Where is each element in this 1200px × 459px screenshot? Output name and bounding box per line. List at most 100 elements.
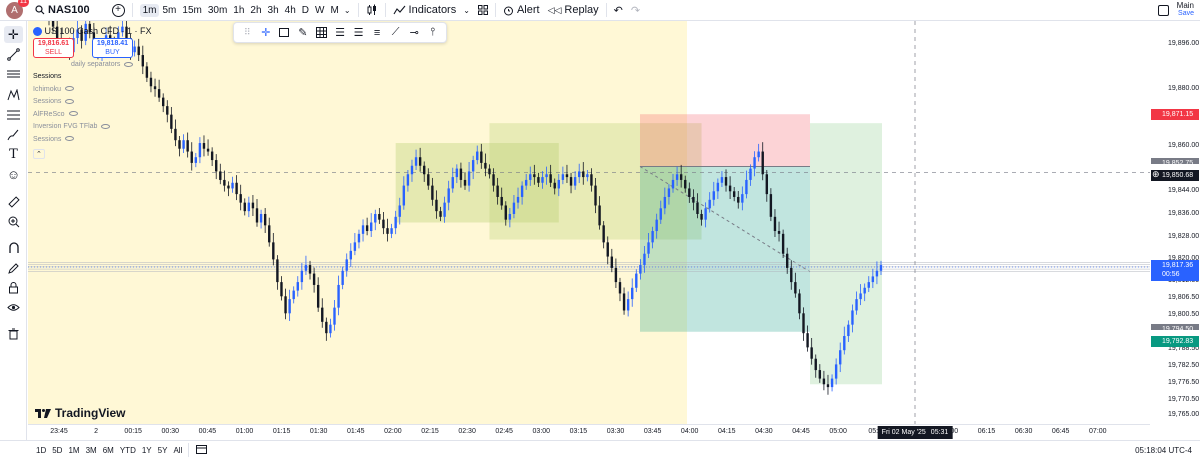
text-tool[interactable]: T bbox=[4, 146, 23, 163]
candle-body bbox=[847, 324, 850, 337]
brush-tool[interactable] bbox=[4, 126, 23, 143]
undo-button[interactable]: ↶ bbox=[610, 0, 627, 21]
replay-button[interactable]: ◁◁ Replay bbox=[544, 0, 603, 21]
range-all[interactable]: All bbox=[173, 445, 183, 455]
rectangle-button[interactable] bbox=[275, 24, 294, 41]
symbol-search[interactable]: NAS100 bbox=[31, 0, 94, 21]
user-avatar[interactable]: A 11 bbox=[6, 0, 29, 19]
range-6m[interactable]: 6M bbox=[102, 445, 114, 455]
candle-body bbox=[153, 86, 157, 90]
crosshair-color-button[interactable]: ✛ bbox=[261, 27, 271, 39]
indicator-row[interactable]: Sessions bbox=[33, 136, 110, 149]
interval-W[interactable]: W bbox=[315, 4, 325, 16]
hide-drawings-tool[interactable] bbox=[4, 299, 23, 316]
eye-icon[interactable] bbox=[65, 98, 75, 104]
interval-3h[interactable]: 3h bbox=[267, 4, 279, 16]
price-tick-label: 19,828.00 bbox=[1168, 232, 1200, 240]
interval-D[interactable]: D bbox=[301, 4, 310, 16]
drag-handle[interactable]: ⠿ bbox=[243, 27, 251, 37]
zoom-tool[interactable] bbox=[4, 213, 23, 230]
layout-select-button[interactable] bbox=[1154, 0, 1173, 21]
layout-menu[interactable]: Main Save bbox=[1173, 0, 1200, 21]
crosshair-tool[interactable]: ✛ bbox=[4, 26, 23, 43]
crosshair-time: 05:31 bbox=[930, 429, 949, 436]
eye-icon[interactable] bbox=[68, 111, 78, 117]
align-right-button[interactable]: ☰ bbox=[349, 24, 368, 41]
clock-display[interactable]: 05:18:04 UTC-4 bbox=[1135, 445, 1192, 455]
range-1d[interactable]: 1D bbox=[36, 445, 47, 455]
candle-body bbox=[700, 213, 703, 220]
collapse-legend-button[interactable]: ⌃ bbox=[33, 149, 45, 159]
indicator-row[interactable]: AlFReSco bbox=[33, 111, 110, 124]
horizontal-ray-button[interactable]: ⊸ bbox=[405, 24, 424, 41]
lock-drawings-tool[interactable] bbox=[4, 279, 23, 296]
sell-button[interactable]: 19,816.61 SELL bbox=[33, 38, 74, 58]
chart-pane[interactable] bbox=[28, 21, 1150, 439]
interval-5m[interactable]: 5m bbox=[162, 4, 177, 16]
interval-4h[interactable]: 4h bbox=[284, 4, 296, 16]
indicator-row[interactable]: Sessions bbox=[33, 98, 110, 111]
candle-body bbox=[296, 282, 299, 291]
chart-type-button[interactable] bbox=[362, 0, 382, 21]
chevron-down-icon[interactable]: ⌄ bbox=[343, 5, 351, 15]
pattern-tool[interactable] bbox=[4, 86, 23, 103]
indicator-row[interactable]: Sessions bbox=[33, 73, 110, 86]
add-alert-plus-icon[interactable]: ⊕ bbox=[1152, 169, 1160, 180]
time-tick-label: 2 bbox=[94, 428, 99, 435]
vertical-line-button[interactable]: ⫯ bbox=[423, 24, 442, 41]
horizontal-lines-tool[interactable] bbox=[4, 66, 23, 83]
range-1y[interactable]: 1Y bbox=[141, 445, 152, 455]
tradingview-logo[interactable]: TradingView bbox=[35, 406, 125, 420]
go-to-date-button[interactable] bbox=[192, 444, 211, 457]
vertical-line-icon: ⫯ bbox=[430, 26, 436, 38]
line-style-button[interactable]: ≡ bbox=[368, 24, 387, 41]
ruler-tool[interactable] bbox=[4, 193, 23, 210]
price-scale[interactable]: 19,896.00 19,880.00 19,860.00 19,844.00 19,8… bbox=[1150, 21, 1200, 439]
price-tick-label: 19,896.00 bbox=[1168, 39, 1200, 47]
range-1m[interactable]: 1M bbox=[68, 445, 80, 455]
candle-body bbox=[365, 225, 369, 232]
table-button[interactable] bbox=[312, 24, 331, 41]
range-3m[interactable]: 3M bbox=[85, 445, 97, 455]
time-axis[interactable]: 23:45 2 00:15 00:30 00:45 01:00 01:15 01:30 01:4… bbox=[28, 424, 1150, 440]
price-chart[interactable] bbox=[28, 21, 1150, 439]
redo-button[interactable]: ↷ bbox=[627, 0, 644, 21]
alert-button[interactable]: Alert bbox=[499, 0, 544, 21]
zoom-in-icon bbox=[8, 216, 19, 227]
interval-1m[interactable]: 1m bbox=[139, 3, 160, 17]
line-style-icon: ≡ bbox=[373, 26, 381, 39]
emoji-tool[interactable]: ☺ bbox=[4, 166, 23, 183]
indicator-row[interactable]: Ichimoku bbox=[33, 86, 110, 99]
interval-2h[interactable]: 2h bbox=[250, 4, 262, 16]
trend-line-tool[interactable] bbox=[4, 46, 23, 63]
buy-button[interactable]: 19,818.41 BUY bbox=[92, 38, 133, 58]
indicators-button[interactable]: Indicators ⌄ bbox=[389, 0, 474, 21]
interval-30m[interactable]: 30m bbox=[207, 4, 228, 16]
compare-symbol-button[interactable]: + bbox=[108, 0, 129, 21]
eye-icon[interactable] bbox=[65, 136, 75, 142]
interval-1h[interactable]: 1h bbox=[233, 4, 245, 16]
interval-M[interactable]: M bbox=[330, 4, 339, 16]
indicator-row[interactable]: Inversion FVG TFlab bbox=[33, 123, 111, 136]
range-ytd[interactable]: YTD bbox=[119, 445, 136, 455]
templates-button[interactable] bbox=[474, 0, 492, 21]
line-tool-button[interactable]: ⟋ bbox=[386, 24, 405, 41]
candle-body bbox=[390, 228, 393, 234]
indicator-daily-separators[interactable]: daily separators bbox=[71, 61, 134, 68]
interval-15m[interactable]: 15m bbox=[182, 4, 202, 16]
chevron-down-icon: ⌄ bbox=[463, 5, 470, 15]
eye-icon[interactable] bbox=[65, 86, 75, 92]
eye-icon[interactable] bbox=[101, 123, 111, 129]
time-tick-label: 04:45 bbox=[792, 428, 810, 435]
range-5d[interactable]: 5D bbox=[52, 445, 63, 455]
magnet-tool[interactable] bbox=[4, 239, 23, 256]
brush-style-button[interactable]: ✎ bbox=[294, 24, 313, 41]
candle-body bbox=[667, 188, 671, 197]
range-5y[interactable]: 5Y bbox=[157, 445, 168, 455]
legend-title-row[interactable]: US 100 Cash CFD · 1 · FX bbox=[33, 26, 152, 37]
candles-icon bbox=[367, 4, 376, 15]
align-left-button[interactable]: ☰ bbox=[331, 24, 350, 41]
remove-drawings-tool[interactable] bbox=[4, 325, 23, 342]
stay-in-drawing-tool[interactable] bbox=[4, 259, 23, 276]
fib-tool[interactable] bbox=[4, 106, 23, 123]
